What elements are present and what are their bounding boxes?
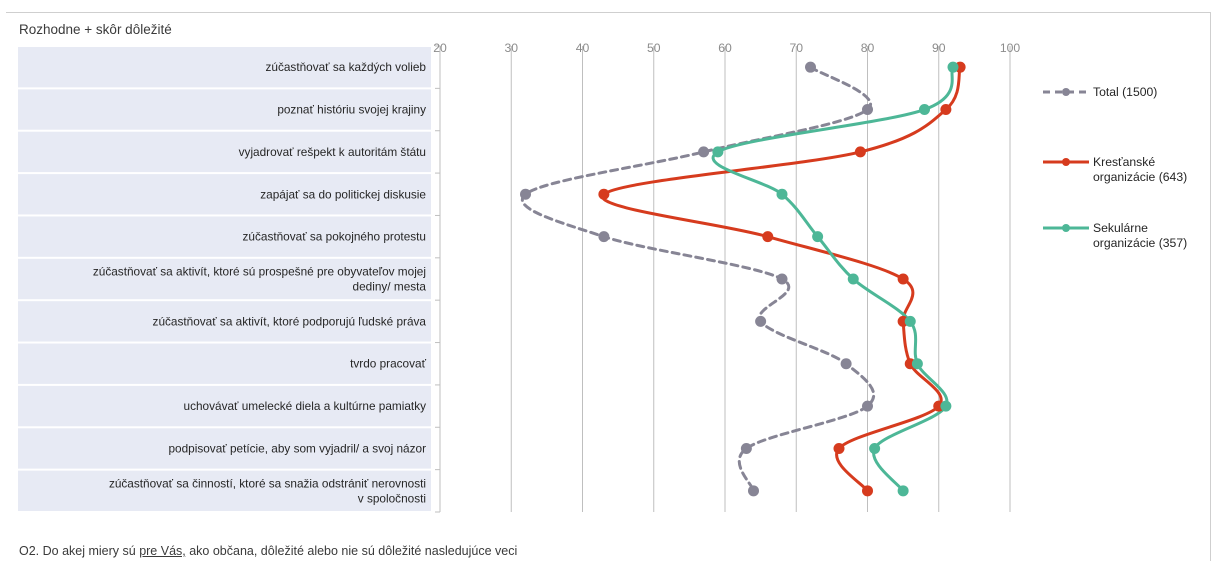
x-tick-label: 70 [789,41,803,55]
data-point-sekularne [919,104,930,116]
category-panel [18,385,431,427]
category-label: zúčastňovať sa aktivít, ktoré podporujú … [153,314,427,328]
data-point-krestanske [897,273,909,285]
data-point-sekularne [904,315,916,327]
x-tick-label: 90 [932,41,946,55]
data-point-total [598,231,610,243]
category-label: podpisovať petície, aby som vyjadril/ a … [168,441,426,455]
series-points [520,61,966,497]
data-point-total [755,315,767,327]
data-point-sekularne [911,358,923,370]
data-point-krestanske [940,104,952,116]
data-point-sekularne [812,231,824,243]
data-point-sekularne [847,273,859,285]
category-panel [18,428,431,469]
legend-label-krestanske: Kresťanské [1093,155,1155,169]
data-point-total [698,146,710,158]
legend-marker-sekularne [1062,224,1070,232]
x-tick-label: 50 [647,41,661,55]
data-point-total [862,400,873,412]
series-line-sekularne [711,65,955,493]
data-point-krestanske [854,146,866,158]
category-panel [18,216,431,257]
legend-marker-krestanske [1062,158,1070,166]
chart-frame [6,12,1211,561]
x-axis-ticks: 20 30 40 50 60 70 80 90 100 [433,41,1020,55]
footnote-suffix: ako občana, dôležité alebo nie sú dôleži… [185,544,518,558]
data-point-total [840,358,852,370]
category-panel [18,301,431,342]
data-point-total [805,61,816,73]
category-label: poznať históriu svojej krajiny [277,103,426,117]
legend-label-krestanske: organizácie (643) [1093,170,1187,184]
data-point-krestanske [833,442,845,454]
legend-marker-total [1062,88,1070,96]
data-point-total [862,104,873,116]
data-point-total [776,273,788,285]
category-label: zúčastňovať sa pokojného protestu [243,230,426,244]
footnote: O2. Do akej miery sú pre Vás, ako občana… [19,544,517,558]
series-lines [521,65,962,493]
data-point-sekularne [712,146,724,158]
x-tick-label: 40 [576,41,590,55]
x-tick-label: 100 [1000,41,1021,55]
category-panel [18,258,431,300]
category-panel [18,89,431,130]
data-point-krestanske [762,231,774,243]
data-point-sekularne [897,485,909,497]
category-label: tvrdo pracovať [350,357,426,371]
data-point-total [748,485,759,497]
legend-label-sekularne: organizácie (357) [1093,236,1187,250]
category-panel [18,174,431,215]
footnote-prefix: O2. Do akej miery sú [19,544,140,558]
category-label: dediny/ mesta [353,280,427,294]
data-point-total [740,442,752,454]
chart-title: Rozhodne + skôr dôležité [19,22,172,37]
legend-label-total: Total (1500) [1093,85,1157,99]
label-panels [18,47,431,511]
data-point-sekularne [776,188,788,200]
legend-label-sekularne: Sekulárne [1093,221,1148,235]
category-label: uchovávať umelecké diela a kultúrne pami… [184,399,427,413]
x-tick-label: 60 [718,41,732,55]
data-point-sekularne [947,61,959,73]
data-point-krestanske [862,485,873,497]
category-label: zúčastňovať sa aktivít, ktoré sú prospeš… [93,265,426,279]
data-point-sekularne [940,400,952,412]
data-point-total [520,188,531,200]
category-label: zúčastňovať sa činností, ktoré sa snažia… [109,476,426,490]
category-panel [18,131,431,173]
category-panel [18,47,431,88]
footnote-underlined: pre Vás, [139,544,186,558]
category-panel [18,343,431,384]
category-label: zúčastňovať sa každých volieb [266,60,427,74]
data-point-krestanske [598,188,610,200]
x-tick-label: 80 [861,41,875,55]
x-tick-label: 30 [504,41,518,55]
category-labels: zúčastňovať sa každých volieb poznať hist… [93,60,427,505]
category-label: v spoločnosti [358,491,426,505]
x-tick-label: 20 [433,41,447,55]
category-panel [18,470,431,511]
data-point-sekularne [869,442,881,454]
category-label: vyjadrovať rešpekt k autoritám štátu [239,145,426,159]
grid [435,45,1011,513]
category-label: zapájať sa do politickej diskusie [260,187,426,201]
